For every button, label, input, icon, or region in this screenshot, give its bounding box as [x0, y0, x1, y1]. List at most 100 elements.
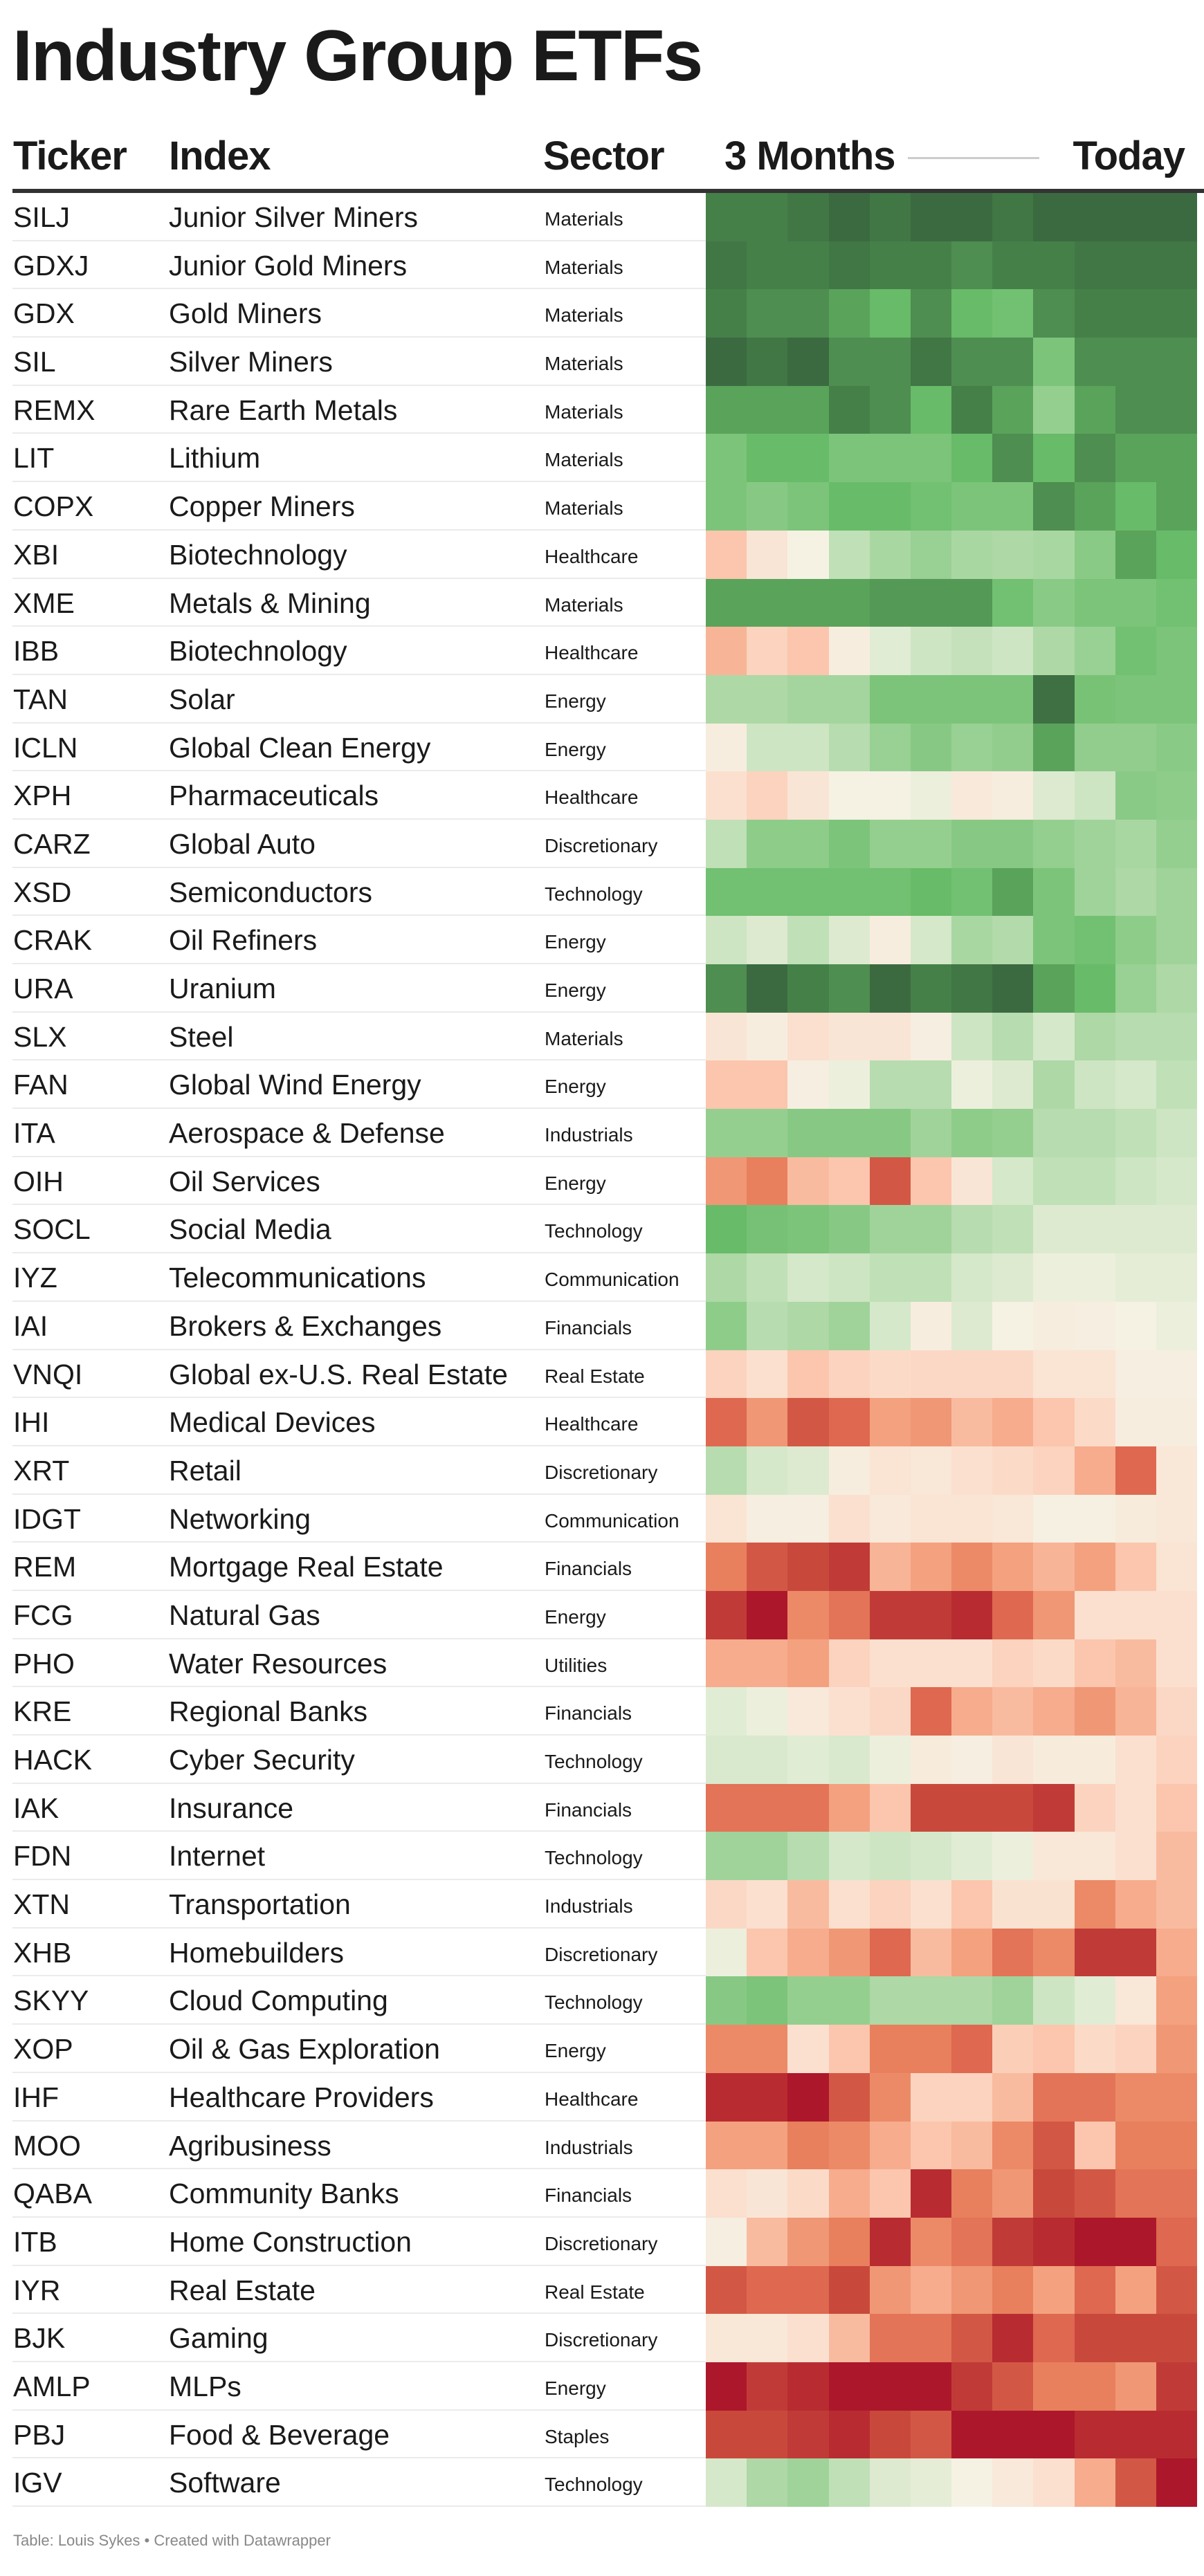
- heatmap-cell: [1156, 2314, 1198, 2362]
- heatmap-cell: [1156, 2217, 1198, 2266]
- heatmap-cell: [951, 2265, 993, 2315]
- row-divider: [12, 1975, 706, 1977]
- heatmap-cell: [1074, 1253, 1115, 1302]
- heatmap-cell: [992, 1157, 1034, 1206]
- sector: Energy: [545, 690, 606, 712]
- heatmap-cell: [1156, 674, 1198, 724]
- heatmap-cell: [828, 1205, 870, 1254]
- heatmap-cell: [1074, 1060, 1115, 1110]
- heatmap-cell: [951, 1494, 993, 1543]
- row-divider: [12, 1830, 706, 1832]
- heatmap-cell: [1115, 1639, 1156, 1688]
- heatmap-cell: [869, 193, 911, 241]
- heatmap-cell: [951, 1157, 993, 1206]
- row-divider: [12, 2505, 706, 2507]
- row-divider: [12, 1541, 706, 1543]
- heatmap-cell: [1156, 338, 1198, 386]
- sector: Energy: [545, 979, 606, 1001]
- heatmap-cell: [706, 193, 747, 241]
- heatmap-cell: [706, 2362, 747, 2411]
- ticker: SIL: [13, 346, 56, 378]
- row-divider: [12, 1493, 706, 1495]
- heatmap-cell: [869, 2265, 911, 2315]
- heatmap-cell: [1033, 1446, 1075, 1495]
- heatmap-cell: [1074, 1205, 1115, 1254]
- sector: Communication: [545, 1269, 679, 1291]
- heatmap-cell: [1033, 578, 1075, 627]
- heatmap-cell: [828, 2410, 870, 2459]
- sector: Materials: [545, 497, 623, 519]
- heatmap-cell: [706, 1832, 747, 1881]
- ticker: CRAK: [13, 924, 92, 957]
- heatmap-cell: [706, 2314, 747, 2362]
- heatmap-cell: [992, 1205, 1034, 1254]
- row-divider: [12, 1444, 706, 1446]
- heatmap-cell: [1115, 2025, 1156, 2073]
- index-name: Semiconductors: [169, 876, 372, 908]
- heatmap-cell: [747, 2169, 788, 2218]
- heatmap-cell: [828, 289, 870, 338]
- heatmap-cell: [706, 2169, 747, 2218]
- heatmap-cell: [910, 385, 952, 434]
- heatmap-cell: [706, 385, 747, 434]
- ticker: FCG: [13, 1599, 73, 1631]
- heatmap-cell: [951, 1783, 993, 1832]
- heatmap-cell: [910, 1590, 952, 1639]
- heatmap-cell: [1156, 1976, 1198, 2025]
- heatmap-row: [706, 1928, 1198, 1977]
- heatmap-row: [706, 2265, 1198, 2315]
- heatmap-cell: [1074, 1012, 1115, 1061]
- heatmap-cell: [910, 771, 952, 820]
- heatmap-cell: [747, 1590, 788, 1639]
- row-divider: [12, 1252, 706, 1254]
- heatmap-cell: [1115, 1543, 1156, 1591]
- table-row: SIL Silver Miners Materials: [0, 338, 1204, 386]
- table-row: XPH Pharmaceuticals Healthcare: [0, 771, 1204, 820]
- heatmap-cell: [747, 1205, 788, 1254]
- heatmap-cell: [992, 1446, 1034, 1495]
- ticker: VNQI: [13, 1358, 83, 1390]
- heatmap-row: [706, 1687, 1198, 1736]
- heatmap-cell: [1156, 1253, 1198, 1302]
- index-name: Biotechnology: [169, 538, 347, 571]
- heatmap-cell: [747, 1060, 788, 1110]
- heatmap-row: [706, 482, 1198, 531]
- heatmap-cell: [951, 2458, 993, 2507]
- row-divider: [12, 1059, 706, 1061]
- index-name: Copper Miners: [169, 490, 355, 523]
- heatmap-cell: [1156, 2169, 1198, 2218]
- heatmap-cell: [747, 867, 788, 917]
- sector: Materials: [545, 449, 623, 471]
- heatmap-cell: [787, 2362, 829, 2411]
- heatmap-cell: [1033, 1639, 1075, 1688]
- heatmap-row: [706, 1832, 1198, 1881]
- index-name: Cyber Security: [169, 1744, 355, 1776]
- heatmap-cell: [1115, 771, 1156, 820]
- heatmap-cell: [828, 1783, 870, 1832]
- index-name: Pharmaceuticals: [169, 780, 379, 812]
- sector: Discretionary: [545, 834, 658, 856]
- heatmap-cell: [992, 2169, 1034, 2218]
- heatmap-cell: [828, 1109, 870, 1157]
- index-name: Global ex-U.S. Real Estate: [169, 1358, 508, 1390]
- heatmap-cell: [992, 867, 1034, 917]
- heatmap-cell: [1115, 1880, 1156, 1929]
- heatmap-cell: [787, 1350, 829, 1399]
- heatmap-cell: [1033, 1205, 1075, 1254]
- heatmap-cell: [1115, 1687, 1156, 1736]
- heatmap-cell: [1115, 1253, 1156, 1302]
- ticker: TAN: [13, 683, 68, 715]
- heatmap-cell: [1156, 1157, 1198, 1206]
- index-name: Natural Gas: [169, 1599, 320, 1631]
- heatmap-cell: [1074, 771, 1115, 820]
- heatmap-cell: [1033, 1157, 1075, 1206]
- sector: Discretionary: [545, 2329, 658, 2351]
- heatmap-row: [706, 1783, 1198, 1832]
- heatmap-cell: [787, 1060, 829, 1110]
- heatmap-cell: [910, 1639, 952, 1688]
- table-row: GDXJ Junior Gold Miners Materials: [0, 241, 1204, 290]
- heatmap-cell: [787, 964, 829, 1013]
- heatmap-cell: [869, 1301, 911, 1350]
- ticker: PHO: [13, 1647, 75, 1680]
- heatmap-cell: [910, 1301, 952, 1350]
